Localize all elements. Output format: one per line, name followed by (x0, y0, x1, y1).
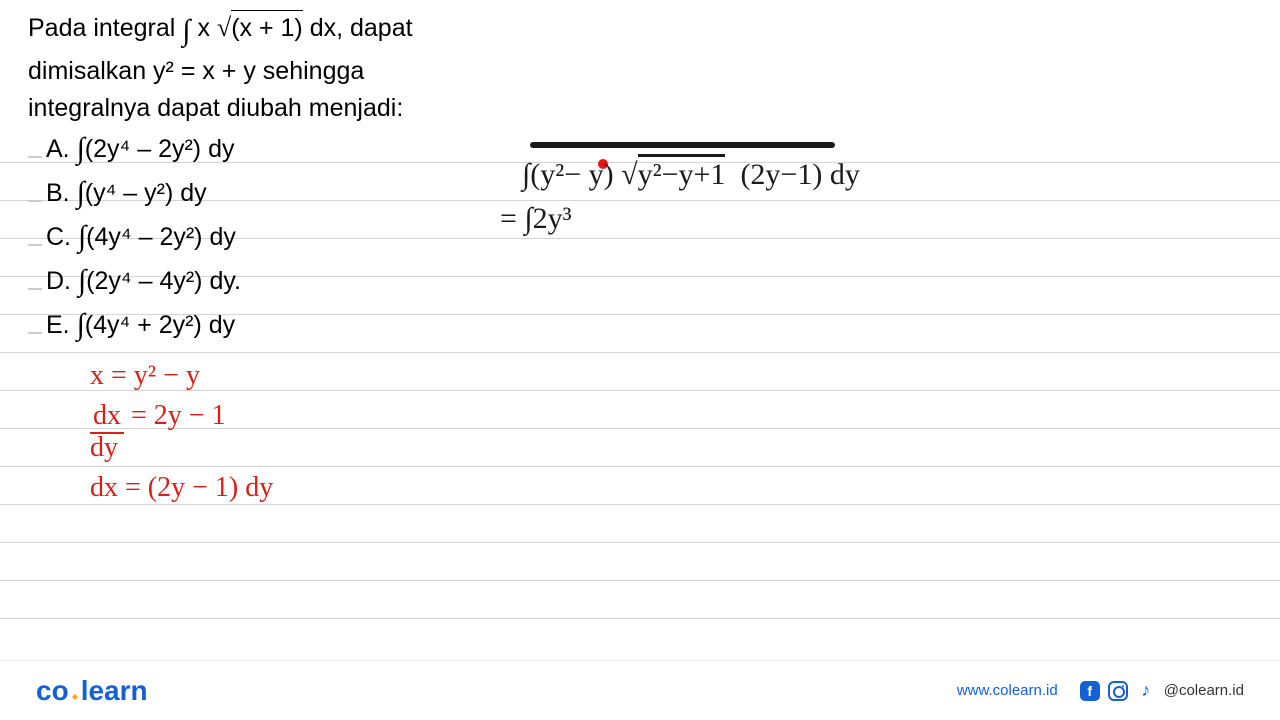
integral-sign-icon: ∫ (77, 128, 85, 170)
option-e-label: E. (46, 308, 70, 343)
problem-posttext: dx, dapat (310, 14, 413, 42)
red-work-line-1: x = y² − y (90, 360, 200, 392)
option-c-expr: (4y⁴ – 2y²) dy (86, 220, 236, 255)
social-icons: f ♪ @colearn.id (1080, 681, 1244, 701)
option-c: C. ∫ (4y⁴ – 2y²) dy (28, 216, 413, 258)
integral-sign-icon: ∫ (78, 260, 86, 302)
black-work-1b: (2y−1) dy (740, 158, 859, 191)
problem-pretext: Pada integral (28, 14, 182, 42)
red-work-line-2: dx = 2y − 1 dy (90, 400, 226, 464)
option-b-expr: (y⁴ – y²) dy (85, 176, 207, 211)
footer: co learn www.colearn.id f ♪ @colearn.id (0, 660, 1280, 720)
black-sqrt-radicand: y²−y+1 (638, 154, 726, 191)
logo-dot-icon (72, 694, 78, 700)
integrand-x: x (197, 14, 210, 42)
option-a-expr: (2y⁴ – 2y²) dy (85, 132, 235, 167)
option-tick-icon (28, 324, 42, 334)
logo: co learn (36, 675, 148, 707)
problem-line-3: integralnya dapat diubah menjadi: (28, 91, 413, 126)
problem-line-2: dimisalkan y² = x + y sehingga (28, 54, 413, 89)
dx-numerator: dx (90, 400, 124, 434)
problem-line-1: Pada integral ∫ x √(x + 1) dx, dapat (28, 10, 413, 52)
option-a: A. ∫ (2y⁴ – 2y²) dy (28, 128, 413, 170)
option-tick-icon (28, 280, 42, 290)
option-d-label: D. (46, 264, 71, 299)
option-tick-icon (28, 148, 42, 158)
black-work-1a: ∫(y²− y) (522, 158, 614, 191)
logo-co: co (36, 675, 69, 707)
facebook-icon[interactable]: f (1080, 681, 1100, 701)
content-area: Pada integral ∫ x √(x + 1) dx, dapat dim… (0, 0, 1280, 660)
sqrt-expression: √(x + 1) (217, 10, 303, 46)
sqrt-radicand: (x + 1) (231, 10, 303, 46)
footer-right: www.colearn.id f ♪ @colearn.id (957, 681, 1244, 701)
black-work-line-2: = ∫2y³ (500, 202, 572, 236)
option-e: E. ∫ (4y⁴ + 2y²) dy (28, 304, 413, 346)
black-stroke-bar (530, 142, 835, 148)
fraction-rhs: = 2y − 1 (131, 400, 226, 431)
black-work-line-1: ∫(y²− y) √y²−y+1 (2y−1) dy (522, 158, 860, 192)
option-d-expr: (2y⁴ – 4y²) dy. (86, 264, 241, 299)
integral-sign-icon: ∫ (182, 14, 190, 47)
social-handle: @colearn.id (1164, 682, 1244, 699)
integral-sign-icon: ∫ (78, 216, 86, 258)
tiktok-icon[interactable]: ♪ (1136, 681, 1156, 701)
option-c-label: C. (46, 220, 71, 255)
sqrt-icon: √ (621, 158, 637, 191)
sqrt-icon: √ (217, 13, 231, 42)
option-e-expr: (4y⁴ + 2y²) dy (85, 308, 235, 343)
option-d: D. ∫ (2y⁴ – 4y²) dy. (28, 260, 413, 302)
integral-sign-icon: ∫ (77, 304, 85, 346)
black-sqrt: √y²−y+1 (621, 158, 725, 192)
option-tick-icon (28, 236, 42, 246)
integral-sign-icon: ∫ (77, 172, 85, 214)
website-link[interactable]: www.colearn.id (957, 682, 1058, 699)
option-b-label: B. (46, 176, 70, 211)
problem-text: Pada integral ∫ x √(x + 1) dx, dapat dim… (28, 10, 413, 348)
dy-denominator: dy (90, 432, 226, 464)
red-work-line-3: dx = (2y − 1) dy (90, 472, 273, 504)
option-b: B. ∫ (y⁴ – y²) dy (28, 172, 413, 214)
option-a-label: A. (46, 132, 70, 167)
instagram-icon[interactable] (1108, 681, 1128, 701)
logo-learn: learn (81, 675, 148, 707)
option-tick-icon (28, 192, 42, 202)
